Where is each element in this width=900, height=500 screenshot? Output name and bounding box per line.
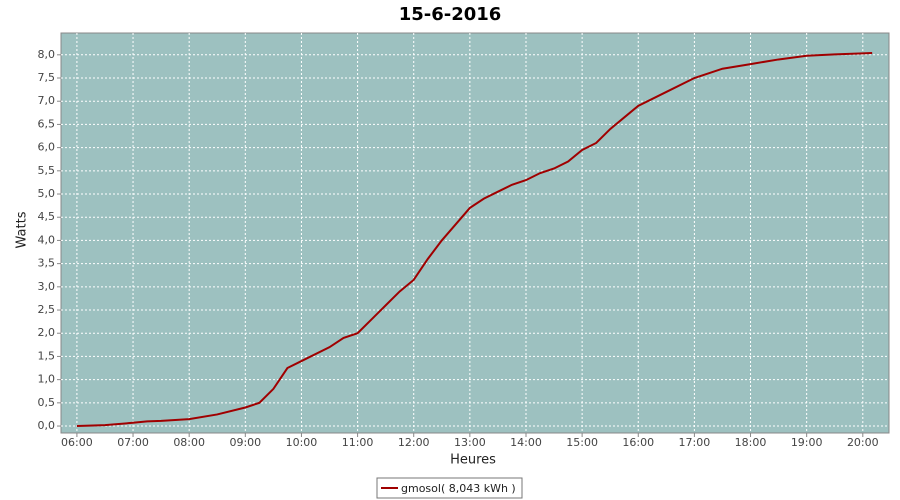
x-tick-label: 14:00 [510, 436, 542, 449]
y-tick-label: 6,0 [38, 141, 56, 154]
plot-area [60, 32, 890, 434]
x-tick-label: 06:00 [61, 436, 93, 449]
x-axis-label: Heures [450, 453, 496, 468]
y-tick-label: 1,0 [38, 373, 56, 386]
y-tick-label: 3,5 [38, 257, 56, 270]
x-tick-label: 17:00 [679, 436, 711, 449]
chart-title: 15-6-2016 [399, 4, 502, 25]
x-tick-label: 13:00 [454, 436, 486, 449]
x-tick-label: 20:00 [847, 436, 879, 449]
x-tick-label: 19:00 [791, 436, 823, 449]
y-tick-label: 0,0 [38, 419, 56, 432]
x-tick-label: 18:00 [735, 436, 767, 449]
y-tick-label: 2,5 [38, 303, 56, 316]
y-tick-label: 4,5 [38, 210, 56, 223]
x-tick-label: 11:00 [342, 436, 374, 449]
x-tick-label: 15:00 [566, 436, 598, 449]
y-tick-label: 5,5 [38, 164, 56, 177]
y-tick-label: 1,5 [38, 349, 56, 362]
data-line [76, 51, 873, 428]
y-tick-label: 5,0 [38, 187, 56, 200]
y-tick-label: 3,0 [38, 280, 56, 293]
y-tick-label: 6,5 [38, 117, 56, 130]
legend-box [376, 477, 523, 499]
legend-label: gmosol( 8,043 kWh ) [401, 482, 516, 495]
y-tick-label: 0,5 [38, 396, 56, 409]
y-tick-label: 7,0 [38, 94, 56, 107]
y-tick-label: 4,0 [38, 233, 56, 246]
y-tick-label: 8,0 [38, 48, 56, 61]
x-tick-label: 12:00 [398, 436, 430, 449]
y-tick-label: 7,5 [38, 71, 56, 84]
x-tick-label: 08:00 [173, 436, 205, 449]
x-tick-label: 16:00 [622, 436, 654, 449]
y-axis-label: Watts [15, 211, 30, 248]
x-tick-label: 10:00 [286, 436, 318, 449]
y-tick-label: 2,0 [38, 326, 56, 339]
x-tick-label: 07:00 [117, 436, 149, 449]
x-tick-label: 09:00 [229, 436, 261, 449]
